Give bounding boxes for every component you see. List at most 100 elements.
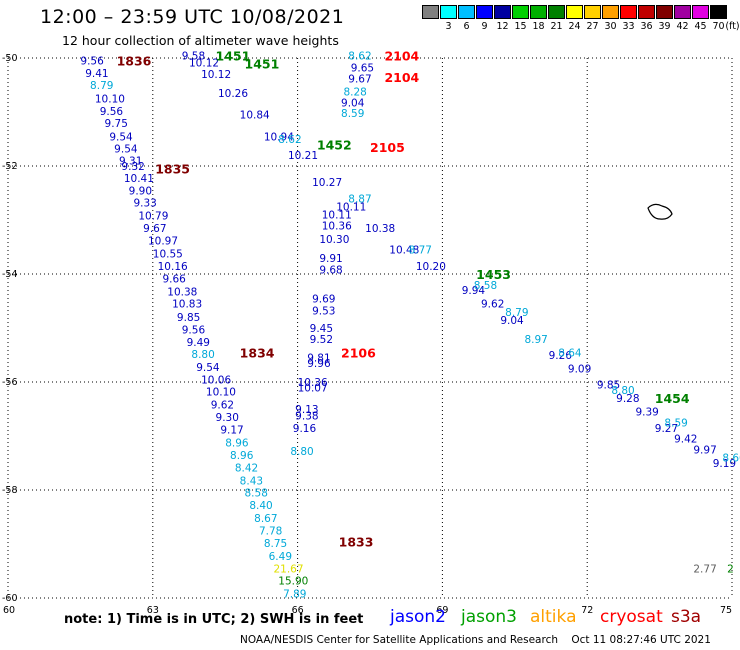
wave-height-value: 9.28 [616,393,639,405]
track-time-label: 2106 [341,345,376,360]
legend-swatch [548,5,565,19]
wave-height-value: 9.42 [674,434,697,446]
wave-height-value: 9.13 [295,404,318,416]
map-title: 12:00 – 23:59 UTC 10/08/2021 [40,6,345,28]
wave-height-value: 9.66 [162,273,186,285]
wave-height-value: 8.42 [235,462,258,474]
wave-height-value: 9.45 [310,323,333,335]
wave-height-value: 9.68 [319,265,342,277]
legend-label: 33 [622,21,635,32]
wave-height-value: 9.56 [100,106,124,118]
wave-height-value: 10.11 [322,210,352,222]
track-time-label: 1834 [240,345,275,360]
wave-height-value: 9.90 [129,185,152,197]
wave-height-value: 9.56 [80,56,104,68]
wave-height-value: 10.84 [240,110,270,122]
timestamp-text: Oct 11 08:27:46 UTC 2021 [571,634,711,646]
wave-height-value: 9.85 [177,312,200,324]
wave-height-value: 10.07 [298,382,328,394]
lat-tick-label: -58 [2,485,18,496]
track-time-label: 2105 [370,140,405,155]
wave-height-value: 9.54 [196,362,220,374]
legend-label: 21 [550,21,563,32]
wave-height-value: 8.59 [664,418,687,430]
wave-height-value: 8.80 [191,349,214,361]
lat-tick-label: -54 [2,269,18,280]
wave-height-value: 10.11 [336,202,366,214]
wave-height-value: 9.09 [568,364,591,376]
wave-height-value: 9.53 [312,306,335,318]
track-time-label: 1836 [117,54,152,69]
lat-tick-label: -60 [2,593,18,604]
track-time-label: 1451 [216,48,251,63]
satellite-altika: altika [530,607,577,627]
track-time-label: 1453 [476,267,511,282]
wave-height-value: 9.94 [462,285,486,297]
track-time-label: 1451 [245,56,280,71]
wave-height-value: 8.40 [249,500,272,512]
wave-height-value: 10.38 [167,286,197,298]
wave-height-value: 9.27 [655,423,678,435]
island-outline [647,203,673,220]
wave-height-value: 10.27 [312,177,342,189]
wave-height-value: 10.83 [172,299,202,311]
wave-height-value: 9.65 [351,63,374,75]
track-time-label: 1833 [339,534,374,549]
satellite-s3a: s3a [671,607,702,627]
wave-height-value: 9.52 [310,334,333,346]
wave-height-value: 8.28 [343,86,366,98]
wave-height-value: 9.91 [319,253,342,265]
legend-label: 6 [463,21,470,32]
track-time-label: 1835 [155,162,190,177]
wave-height-value: 9.16 [293,423,317,435]
legend-swatch [674,5,691,19]
lat-tick-label: -52 [2,161,18,172]
legend-swatch [422,5,439,19]
wave-height-value: 9.54 [109,131,133,143]
wave-height-value: 9.33 [133,198,156,210]
wave-height-value: 10.06 [201,374,231,386]
legend-label: 15 [514,21,527,32]
wave-height-value: 8.96 [225,437,249,449]
legend-label: 42 [676,21,689,32]
wave-height-value: 8.80 [290,446,313,458]
legend-swatch [530,5,547,19]
lon-tick-label: 60 [3,605,15,616]
lat-tick-label: -56 [2,377,18,388]
wave-height-value: 7.78 [259,526,282,538]
legend-label: 45 [694,21,707,32]
track-time-label: 1452 [317,137,352,152]
wave-height-value: 8.62 [278,134,301,146]
wave-height-value: 9.75 [105,118,128,130]
wave-height-value: 10.79 [138,211,168,223]
lon-tick-label: 75 [720,605,732,616]
wave-height-value: 10.94 [264,131,294,143]
satellite-cryosat: cryosat [600,607,663,627]
wave-height-value: 8.43 [240,475,263,487]
legend-unit: (ft) [725,21,740,32]
legend-swatch [692,5,709,19]
wave-height-value: 9.38 [295,410,318,422]
legend-label: 30 [604,21,617,32]
legend-swatch [710,5,727,19]
wave-height-value: 9.97 [693,445,716,457]
legend-label: 27 [586,21,599,32]
legend-swatch [656,5,673,19]
wave-height-value: 15.90 [278,576,308,588]
wave-height-value: 8.75 [264,538,287,550]
legend-swatch [494,5,511,19]
wave-height-value: 8.67 [254,513,277,525]
wave-height-value: 9.62 [211,400,234,412]
wave-height-value: 9.81 [307,353,330,365]
wave-height-value: 8.87 [348,193,371,205]
wave-height-value: 10.16 [158,261,188,273]
wave-height-value: 10.26 [218,88,248,100]
lon-tick-label: 66 [292,605,304,616]
wave-height-value: 10.30 [319,234,349,246]
lat-tick-label: -50 [2,53,18,64]
wave-height-value: 9.17 [220,425,243,437]
wave-height-value: 10.36 [322,220,352,232]
wave-height-value: 8.64 [558,347,582,359]
legend-swatch [584,5,601,19]
